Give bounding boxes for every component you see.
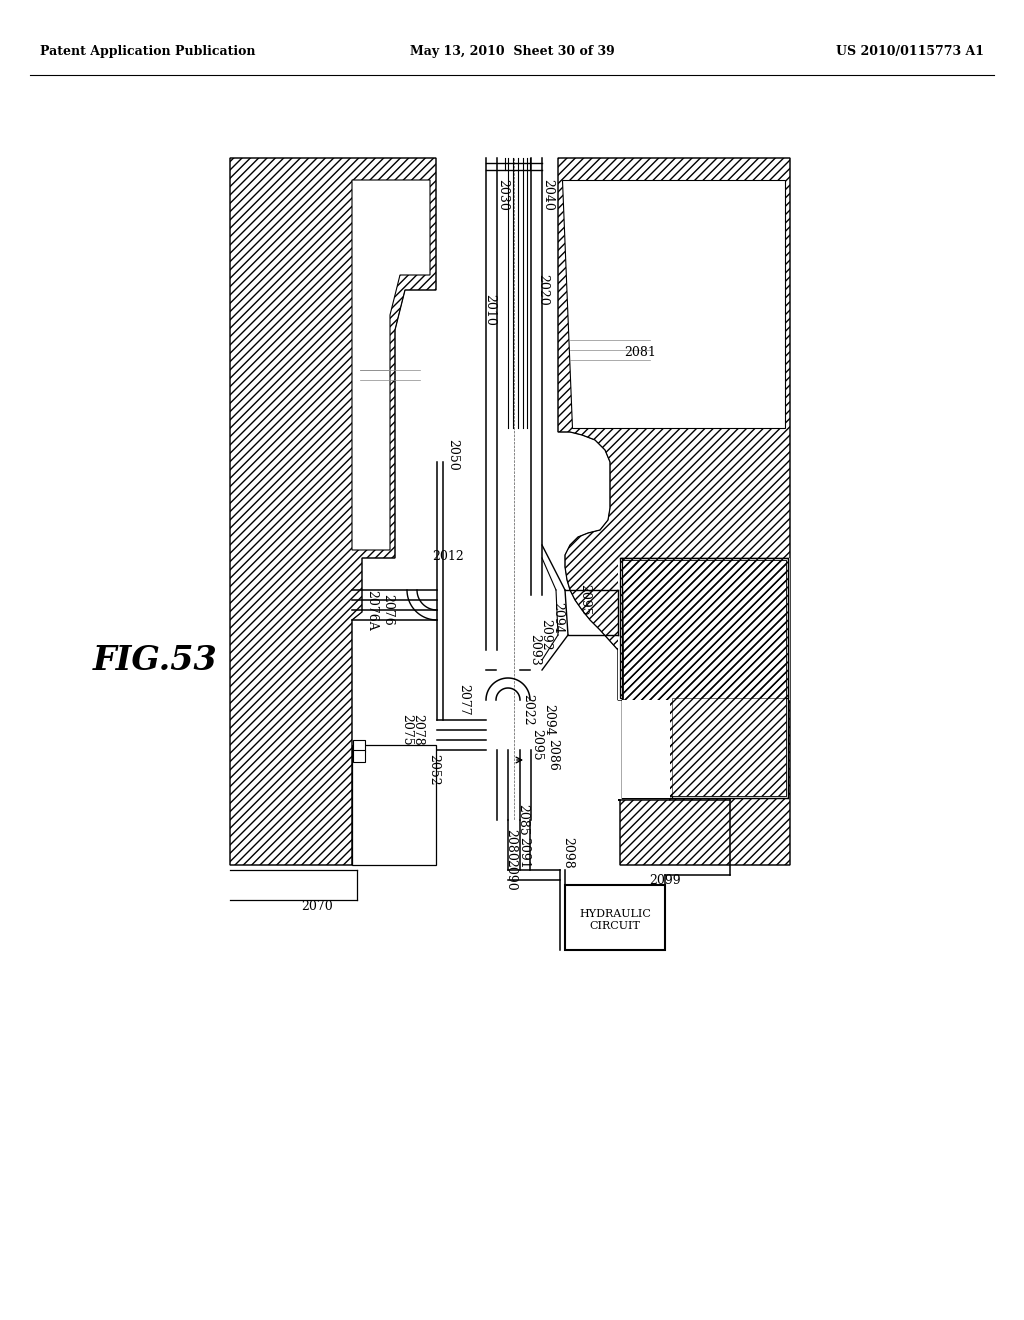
Polygon shape <box>618 558 790 700</box>
Text: 2040: 2040 <box>542 180 555 211</box>
Polygon shape <box>558 158 790 865</box>
Polygon shape <box>620 558 788 799</box>
Text: 2098: 2098 <box>561 837 574 869</box>
Polygon shape <box>620 558 788 799</box>
Text: 2030: 2030 <box>497 180 510 211</box>
Text: FIG.53: FIG.53 <box>92 644 217 676</box>
Text: 2099: 2099 <box>649 874 681 887</box>
Text: 2075: 2075 <box>400 714 414 746</box>
Text: 2076A: 2076A <box>366 590 379 631</box>
Bar <box>353 750 365 762</box>
Text: 2050: 2050 <box>446 440 460 471</box>
Text: 2095: 2095 <box>579 585 592 616</box>
Text: 2077: 2077 <box>458 684 470 715</box>
Text: 2086: 2086 <box>547 739 559 771</box>
Text: 2085: 2085 <box>516 804 529 836</box>
Bar <box>565 884 665 950</box>
Text: 2095: 2095 <box>530 729 544 760</box>
Text: 2081: 2081 <box>624 346 656 359</box>
Polygon shape <box>562 180 785 428</box>
Text: 2022: 2022 <box>521 694 535 726</box>
Text: 2091: 2091 <box>517 837 530 869</box>
Text: 2092: 2092 <box>540 619 553 651</box>
Text: 2080: 2080 <box>505 829 517 861</box>
Text: 2012: 2012 <box>432 549 464 562</box>
Polygon shape <box>622 560 786 796</box>
Text: 2020: 2020 <box>537 275 550 306</box>
Text: 2090: 2090 <box>505 859 517 891</box>
Text: 2093: 2093 <box>528 634 542 665</box>
Text: 2010: 2010 <box>483 294 497 326</box>
Bar <box>486 160 542 660</box>
Text: May 13, 2010  Sheet 30 of 39: May 13, 2010 Sheet 30 of 39 <box>410 45 614 58</box>
Bar <box>353 741 365 752</box>
Text: Patent Application Publication: Patent Application Publication <box>40 45 256 58</box>
Text: 2078: 2078 <box>412 714 425 746</box>
Polygon shape <box>622 700 670 799</box>
Text: 2076: 2076 <box>382 594 394 626</box>
Text: US 2010/0115773 A1: US 2010/0115773 A1 <box>836 45 984 58</box>
Text: 2070: 2070 <box>301 900 333 913</box>
Polygon shape <box>352 180 430 550</box>
Text: HYDRAULIC
CIRCUIT: HYDRAULIC CIRCUIT <box>579 909 651 931</box>
Text: 2094: 2094 <box>552 602 564 634</box>
Text: 2052: 2052 <box>427 754 440 785</box>
Polygon shape <box>352 744 436 865</box>
Polygon shape <box>230 158 436 865</box>
Text: 2094: 2094 <box>543 704 555 735</box>
